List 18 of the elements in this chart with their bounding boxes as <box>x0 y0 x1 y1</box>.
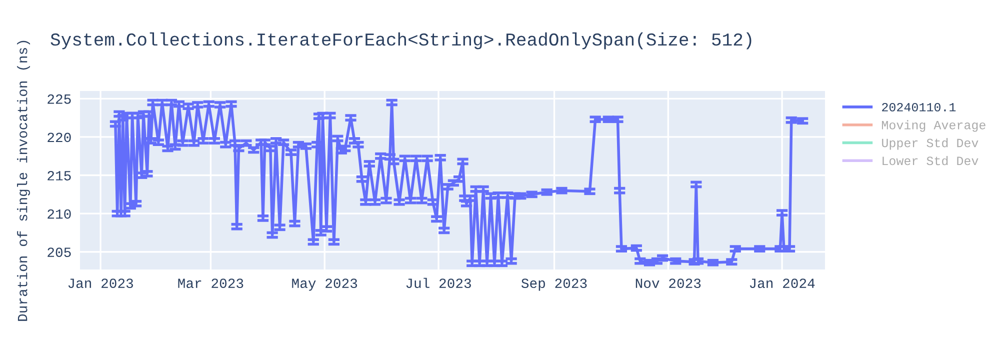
x-tick-label: Nov 2023 <box>636 278 701 288</box>
y-tick-label: 210 <box>48 209 71 219</box>
x-tick-label: Jul 2023 <box>406 278 471 288</box>
y-tick-label: 220 <box>48 132 71 142</box>
y-tick-label: 225 <box>48 94 71 104</box>
y-tick-label: 215 <box>48 171 71 180</box>
x-tick-label: Jan 2023 <box>68 278 133 288</box>
legend-label: Upper Std Dev <box>882 138 978 150</box>
legend-label: Moving Average <box>882 120 986 132</box>
legend-label: Lower Std Dev <box>882 156 978 166</box>
y-axis-title: Duration of single invocation (ns) <box>17 40 30 321</box>
x-tick-label: Mar 2023 <box>178 278 244 288</box>
x-tick-label: Jan 2024 <box>750 278 815 288</box>
x-tick-label: Sep 2023 <box>521 278 587 291</box>
chart-title: System.Collections.IterateForEach<String>.ReadOnlySpan(Size: 512) <box>50 32 752 50</box>
y-tick-label: 205 <box>48 248 71 258</box>
x-tick-label: May 2023 <box>292 278 358 291</box>
legend-label: 20240110.1 <box>882 102 956 112</box>
